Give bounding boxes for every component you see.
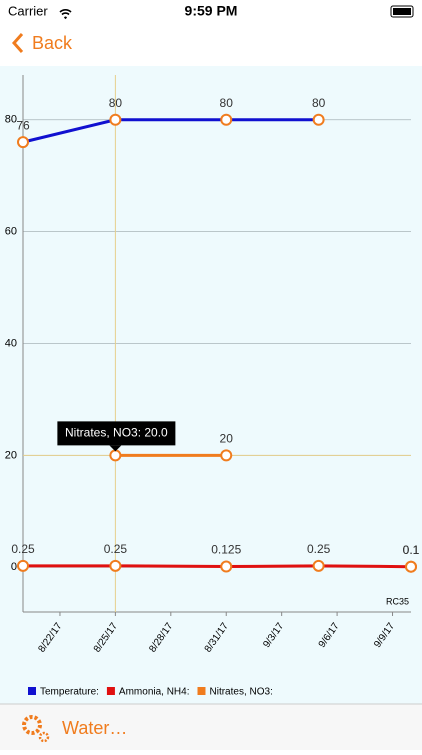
legend-swatch xyxy=(28,687,36,695)
data-label: 0.1 xyxy=(403,543,420,557)
legend-swatch xyxy=(197,687,206,695)
y-tick-label: 80 xyxy=(5,114,17,126)
point xyxy=(109,559,122,572)
tooltip-bg xyxy=(57,421,176,446)
point xyxy=(109,113,122,126)
data-label: 0.25 xyxy=(11,542,35,556)
y-tick-label: 40 xyxy=(5,337,17,349)
legend-label: Nitrates, NO3: xyxy=(210,687,273,698)
carrier: Carrier xyxy=(8,3,48,18)
data-label: 0.25 xyxy=(104,542,128,556)
point xyxy=(312,559,325,572)
data-label: 80 xyxy=(109,96,123,110)
series-line xyxy=(22,118,319,144)
y-tick-label: 60 xyxy=(5,226,17,238)
point xyxy=(220,113,233,126)
legend-label: Ammonia, NH4: xyxy=(119,687,190,698)
point xyxy=(405,560,417,573)
legend-label: Temperature: xyxy=(40,687,99,698)
point xyxy=(17,136,29,149)
wifi-icon xyxy=(59,9,72,20)
chart-bg xyxy=(0,66,422,704)
tooltip-text: Nitrates, NO3: 20.0 xyxy=(65,426,168,440)
data-label: 76 xyxy=(16,118,30,132)
y-tick-label: 20 xyxy=(5,449,17,461)
gear-icon[interactable] xyxy=(22,715,42,735)
footer-button[interactable]: Water… xyxy=(22,715,127,743)
back-label[interactable]: Back xyxy=(32,33,73,53)
series-line xyxy=(23,564,412,569)
back-button[interactable]: Back xyxy=(11,33,73,53)
clock: 9:59 PM xyxy=(185,3,238,19)
y-tick-label: 0 xyxy=(11,561,17,573)
point xyxy=(312,113,325,126)
point xyxy=(220,560,233,573)
point xyxy=(220,449,233,462)
tooltip-arrow xyxy=(109,445,122,452)
battery xyxy=(390,5,414,18)
data-label: 80 xyxy=(220,96,234,110)
gear-icon-small[interactable] xyxy=(38,731,50,743)
data-label: 0.125 xyxy=(211,543,241,557)
annotation: RC35 xyxy=(386,596,409,606)
data-label: 80 xyxy=(312,96,326,110)
footer-label[interactable]: Water… xyxy=(62,718,127,738)
footer-bg xyxy=(0,704,422,750)
data-label: 0.25 xyxy=(307,542,331,556)
data-label: 0.1 xyxy=(403,543,420,557)
point xyxy=(17,559,29,572)
point xyxy=(109,449,122,462)
legend-swatch xyxy=(106,687,115,695)
battery-level xyxy=(393,8,411,15)
data-label: 20 xyxy=(220,432,234,446)
back-chevron[interactable] xyxy=(11,33,24,53)
